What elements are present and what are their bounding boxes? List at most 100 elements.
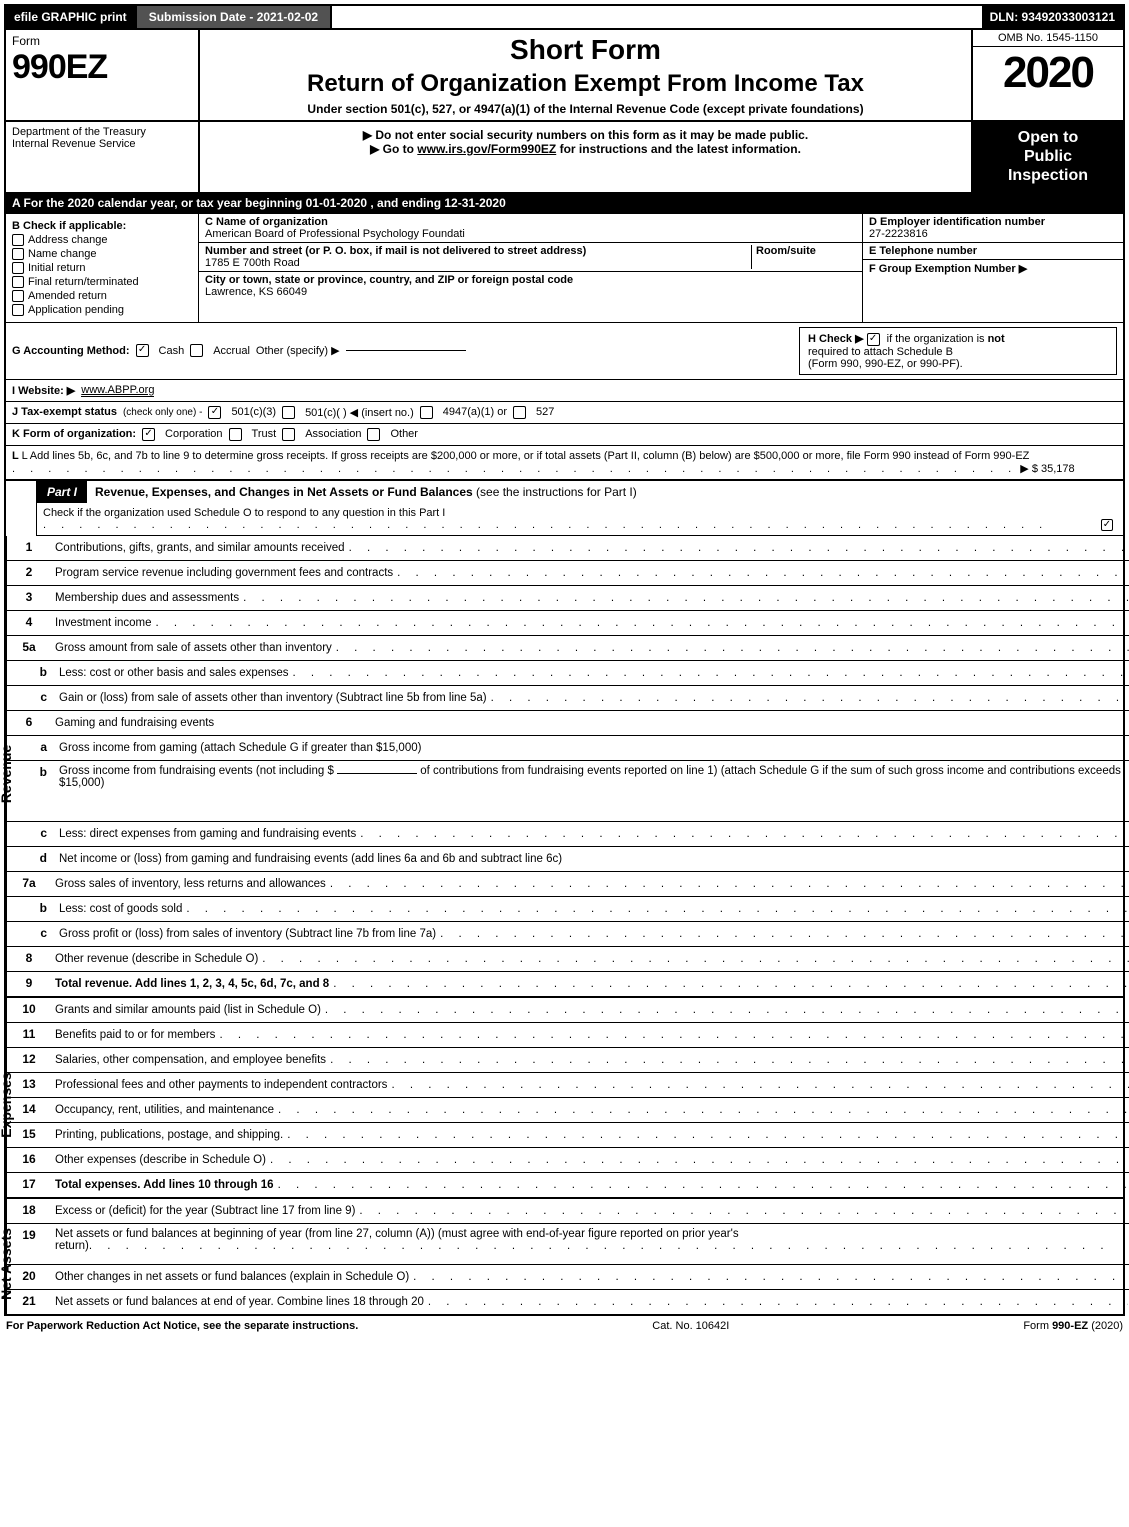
chk-label: Address change: [28, 234, 108, 246]
chk-application-pending[interactable]: Application pending: [12, 304, 192, 316]
line-no: b: [7, 897, 55, 921]
line-desc: Total expenses. Add lines 10 through 16▶: [51, 1173, 1129, 1197]
city-label: City or town, state or province, country…: [205, 274, 856, 286]
opt-501c3: 501(c)(3): [231, 406, 276, 418]
street-label: Number and street (or P. O. box, if mail…: [205, 245, 751, 257]
sidebar-spacer: [6, 481, 37, 503]
chk-trust[interactable]: [229, 428, 242, 441]
line-17: 17 Total expenses. Add lines 10 through …: [7, 1173, 1129, 1197]
part-i-label: Part I: [37, 481, 87, 503]
row-i: I Website: ▶ www.ABPP.org: [4, 379, 1125, 401]
line-desc: Occupancy, rent, utilities, and maintena…: [51, 1098, 1129, 1122]
revenue-rows: 1 Contributions, gifts, grants, and simi…: [7, 536, 1129, 996]
h-not: not: [988, 333, 1005, 345]
chk-amended-return[interactable]: Amended return: [12, 290, 192, 302]
department-cell: Department of the Treasury Internal Reve…: [6, 122, 200, 192]
topbar-spacer: [332, 6, 981, 28]
part-i-header-row: Part I Revenue, Expenses, and Changes in…: [4, 481, 1125, 503]
chk-501c[interactable]: [282, 406, 295, 419]
line-no: 1: [7, 536, 51, 560]
section-a-bar: A For the 2020 calendar year, or tax yea…: [4, 194, 1125, 214]
chk-schedule-o[interactable]: [1101, 519, 1113, 531]
line-desc: Investment income: [51, 611, 1129, 635]
line-no: 9: [7, 972, 51, 996]
chk-501c3[interactable]: [208, 406, 221, 419]
opt-4947: 4947(a)(1) or: [443, 406, 507, 418]
line-desc: Gaming and fundraising events: [51, 711, 1129, 735]
hints-row: Department of the Treasury Internal Reve…: [4, 122, 1125, 194]
line-no: 2: [7, 561, 51, 585]
line-desc: Net assets or fund balances at beginning…: [51, 1224, 1129, 1264]
line-desc: Contributions, gifts, grants, and simila…: [51, 536, 1129, 560]
expenses-sidebar-label: Expenses: [0, 1073, 14, 1138]
part-i-subtitle: (see the instructions for Part I): [476, 485, 637, 499]
chk-527[interactable]: [513, 406, 526, 419]
group-row: F Group Exemption Number ▶: [863, 260, 1123, 277]
line-no: 18: [7, 1199, 51, 1223]
chk-initial-return[interactable]: Initial return: [12, 262, 192, 274]
h-label: H Check ▶: [808, 333, 864, 345]
tax-year: 2020: [973, 47, 1123, 99]
line-7a: 7a Gross sales of inventory, less return…: [7, 872, 1129, 897]
other-input[interactable]: [346, 350, 466, 351]
line-desc: Less: direct expenses from gaming and fu…: [55, 822, 1129, 846]
chk-assoc[interactable]: [282, 428, 295, 441]
line-4: 4 Investment income 4: [7, 611, 1129, 636]
city-value: Lawrence, KS 66049: [205, 286, 856, 298]
chk-h[interactable]: [867, 333, 880, 346]
revenue-sidebar-label: Revenue: [0, 745, 14, 803]
form-org-label: K Form of organization:: [12, 428, 136, 440]
line-desc: Other changes in net assets or fund bala…: [51, 1265, 1129, 1289]
chk-label: Application pending: [28, 304, 124, 316]
amount-input[interactable]: [337, 773, 417, 774]
line-desc: Other expenses (describe in Schedule O): [51, 1148, 1129, 1172]
chk-corp[interactable]: [142, 428, 155, 441]
header-right-cell: OMB No. 1545-1150 2020: [973, 30, 1123, 120]
line-no: 16: [7, 1148, 51, 1172]
h-text2: required to attach Schedule B: [808, 346, 953, 358]
line-16: 16 Other expenses (describe in Schedule …: [7, 1148, 1129, 1173]
chk-label: Amended return: [28, 290, 107, 302]
chk-4947[interactable]: [420, 406, 433, 419]
line-no: 11: [7, 1023, 51, 1047]
line-desc: Printing, publications, postage, and shi…: [51, 1123, 1129, 1147]
efile-print-label[interactable]: efile GRAPHIC print: [6, 6, 135, 28]
line-6: 6 Gaming and fundraising events: [7, 711, 1129, 736]
sidebar-spacer: [6, 503, 37, 536]
opt-assoc: Association: [305, 428, 361, 440]
ein-label: D Employer identification number: [869, 216, 1117, 228]
city-row: City or town, state or province, country…: [199, 272, 862, 300]
chk-final-return[interactable]: Final return/terminated: [12, 276, 192, 288]
form-title-cell: Short Form Return of Organization Exempt…: [200, 30, 973, 120]
line-no: 7a: [7, 872, 51, 896]
open-public-box: Open to Public Inspection: [973, 122, 1123, 192]
public-text: Public: [977, 147, 1119, 166]
irs-link[interactable]: www.irs.gov/Form990EZ: [417, 142, 556, 156]
expenses-sidebar: Expenses: [6, 998, 7, 1197]
phone-label: E Telephone number: [869, 245, 1117, 257]
chk-name-change[interactable]: Name change: [12, 248, 192, 260]
website-link[interactable]: www.ABPP.org: [81, 384, 154, 397]
line-no: 6: [7, 711, 51, 735]
chk-cash[interactable]: [136, 344, 149, 357]
department-label: Department of the Treasury: [12, 126, 192, 138]
line-7c: c Gross profit or (loss) from sales of i…: [7, 922, 1129, 947]
chk-other-org[interactable]: [367, 428, 380, 441]
line-desc: Benefits paid to or for members: [51, 1023, 1129, 1047]
inspection-text: Inspection: [977, 166, 1119, 185]
row-g: G Accounting Method: Cash Accrual Other …: [4, 322, 1125, 379]
line-6d: d Net income or (loss) from gaming and f…: [7, 847, 1129, 872]
row-l: L L Add lines 5b, 6c, and 7b to line 9 t…: [4, 445, 1125, 481]
part-i-check-row: Check if the organization used Schedule …: [4, 503, 1125, 536]
row-k: K Form of organization: Corporation Trus…: [4, 423, 1125, 445]
line-desc: Membership dues and assessments: [51, 586, 1129, 610]
expenses-section: Expenses 10 Grants and similar amounts p…: [4, 998, 1125, 1199]
line-3: 3 Membership dues and assessments 3: [7, 586, 1129, 611]
line-no: 4: [7, 611, 51, 635]
line-desc: Gross income from fundraising events (no…: [55, 761, 1129, 821]
chk-accrual[interactable]: [190, 344, 203, 357]
line-15: 15 Printing, publications, postage, and …: [7, 1123, 1129, 1148]
chk-address-change[interactable]: Address change: [12, 234, 192, 246]
row-h-box: H Check ▶ if the organization is not req…: [799, 327, 1117, 375]
line-21: 21 Net assets or fund balances at end of…: [7, 1290, 1129, 1314]
